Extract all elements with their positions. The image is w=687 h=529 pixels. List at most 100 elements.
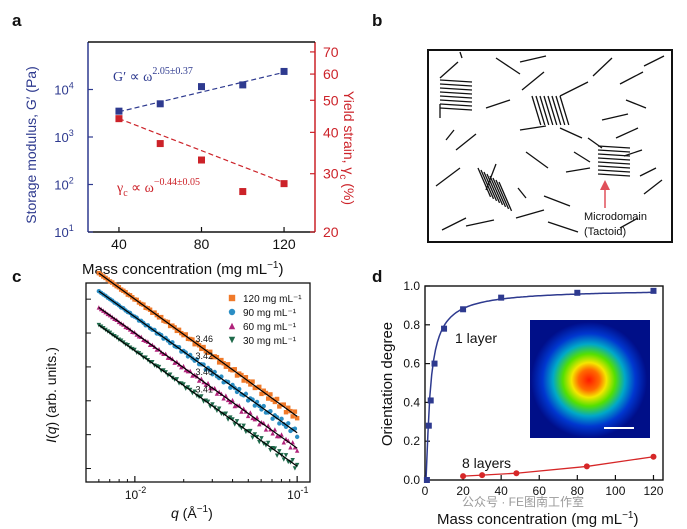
rod bbox=[623, 149, 643, 157]
scattering-point bbox=[272, 446, 278, 451]
tactoid-rod bbox=[439, 79, 473, 83]
legend-marker bbox=[228, 294, 236, 302]
panel-c-ylabel: I(q) (arb. units.) bbox=[43, 347, 59, 443]
scattering-point bbox=[294, 416, 300, 421]
scattering-point bbox=[176, 327, 182, 333]
legend-marker bbox=[228, 336, 236, 344]
tactoid-rod bbox=[547, 95, 558, 126]
panel-c-plot: 10-2 10-1 3.46 3.42 3.40 3.41 120 mg mL⁻¹ 90 mg… bbox=[85, 270, 311, 502]
y-tick-label: 0.0 bbox=[403, 473, 420, 487]
scattering-point bbox=[203, 349, 208, 354]
scattering-point bbox=[228, 367, 233, 372]
saxs-pattern-inset bbox=[530, 320, 650, 438]
modulus-fit-line bbox=[118, 71, 285, 113]
rod bbox=[435, 167, 461, 187]
scattering-point bbox=[216, 389, 222, 394]
panel-a-letter: a bbox=[12, 11, 22, 30]
one-layer-point bbox=[431, 360, 438, 367]
scattering-point bbox=[290, 414, 295, 419]
power-law-fit bbox=[98, 306, 298, 449]
scattering-point bbox=[185, 336, 191, 342]
tactoid-rod bbox=[439, 103, 473, 107]
scattering-point bbox=[252, 432, 258, 437]
scattering-point bbox=[286, 421, 291, 426]
right-y-tick-label: 30 bbox=[323, 166, 339, 182]
legend-label: 60 mg mL⁻¹ bbox=[243, 322, 297, 333]
rod bbox=[445, 129, 455, 141]
scattering-point bbox=[216, 406, 222, 411]
yield-strain-point bbox=[156, 140, 164, 148]
rod bbox=[559, 81, 589, 97]
tactoid-rod bbox=[439, 99, 473, 103]
scattering-point bbox=[281, 440, 286, 445]
one-layer-point bbox=[423, 477, 430, 483]
scattering-point bbox=[268, 447, 273, 453]
scattering-point bbox=[185, 385, 191, 390]
one-layer-point bbox=[427, 397, 434, 404]
rod bbox=[615, 127, 639, 139]
scattering-point bbox=[290, 458, 295, 463]
rod bbox=[515, 209, 545, 219]
legend-marker bbox=[228, 322, 236, 330]
tactoid-rod bbox=[597, 145, 631, 149]
panel-c-xlabel: q (Å−1) bbox=[171, 504, 213, 521]
tactoid-rod bbox=[531, 95, 542, 126]
tactoid-rod bbox=[597, 161, 631, 165]
scattering-point bbox=[283, 410, 289, 415]
panel-c-letter: c bbox=[12, 267, 21, 286]
scattering-point bbox=[237, 371, 242, 376]
legend-label: 90 mg mL⁻¹ bbox=[243, 308, 297, 319]
scattering-point bbox=[143, 305, 148, 310]
scattering-point bbox=[263, 427, 269, 432]
scattering-point bbox=[214, 391, 220, 396]
tactoid-rod bbox=[439, 83, 473, 87]
right-y-tick-label: 50 bbox=[323, 92, 339, 108]
scattering-point bbox=[183, 367, 188, 373]
rod bbox=[465, 219, 495, 227]
scattering-point bbox=[272, 427, 278, 432]
rod bbox=[441, 217, 467, 231]
x-tick-label: 120 bbox=[272, 236, 296, 252]
right-y-tick-label: 60 bbox=[323, 66, 339, 82]
scattering-point bbox=[257, 384, 262, 390]
rod bbox=[643, 55, 665, 67]
scattering-point bbox=[199, 346, 204, 352]
eight-layer-point bbox=[583, 463, 590, 470]
tactoid-rod bbox=[551, 95, 562, 126]
scattering-point bbox=[159, 314, 164, 320]
panel-a-equation-bottom: γc ∝ ω−0.44±0.05 bbox=[116, 177, 200, 199]
x-tick-label: 0 bbox=[422, 484, 429, 498]
modulus-point bbox=[280, 67, 288, 75]
panel-a: a 40 80 120 101 102 103 104 20 30 40 50 60 70 Mass c… bbox=[12, 11, 357, 278]
tactoid-rod bbox=[439, 95, 473, 99]
scattering-point bbox=[288, 445, 293, 450]
x-tick-label: 120 bbox=[643, 484, 663, 498]
scattering-point bbox=[223, 364, 229, 369]
rod bbox=[639, 167, 657, 177]
watermark: 公众号 · FE图南工作室 bbox=[462, 494, 584, 509]
x-tick-label: 10-1 bbox=[287, 485, 308, 502]
scattering-point bbox=[161, 318, 166, 323]
annotation-line-2: (Tactoid) bbox=[584, 226, 626, 238]
scattering-point bbox=[292, 466, 298, 471]
eight-layer-point bbox=[650, 453, 657, 460]
panel-a-xlabel: Mass concentration (mg mL−1) bbox=[82, 260, 283, 278]
y-tick-label: 0.6 bbox=[403, 357, 420, 371]
scattering-point bbox=[203, 382, 208, 387]
tactoid-rod bbox=[597, 173, 631, 177]
eight-layer-point bbox=[479, 472, 486, 479]
rod bbox=[521, 71, 545, 91]
scattering-point bbox=[221, 396, 226, 401]
rod bbox=[517, 187, 527, 199]
x-tick-label: 40 bbox=[494, 484, 508, 498]
modulus-point bbox=[115, 107, 123, 115]
one-layer-point bbox=[498, 294, 505, 301]
rod bbox=[643, 179, 663, 195]
scattering-point bbox=[292, 409, 298, 414]
scattering-point bbox=[294, 462, 300, 468]
scattering-point bbox=[199, 394, 204, 399]
tactoid-rod bbox=[555, 95, 566, 126]
scattering-point bbox=[156, 315, 162, 320]
x-tick-label: 100 bbox=[605, 484, 625, 498]
